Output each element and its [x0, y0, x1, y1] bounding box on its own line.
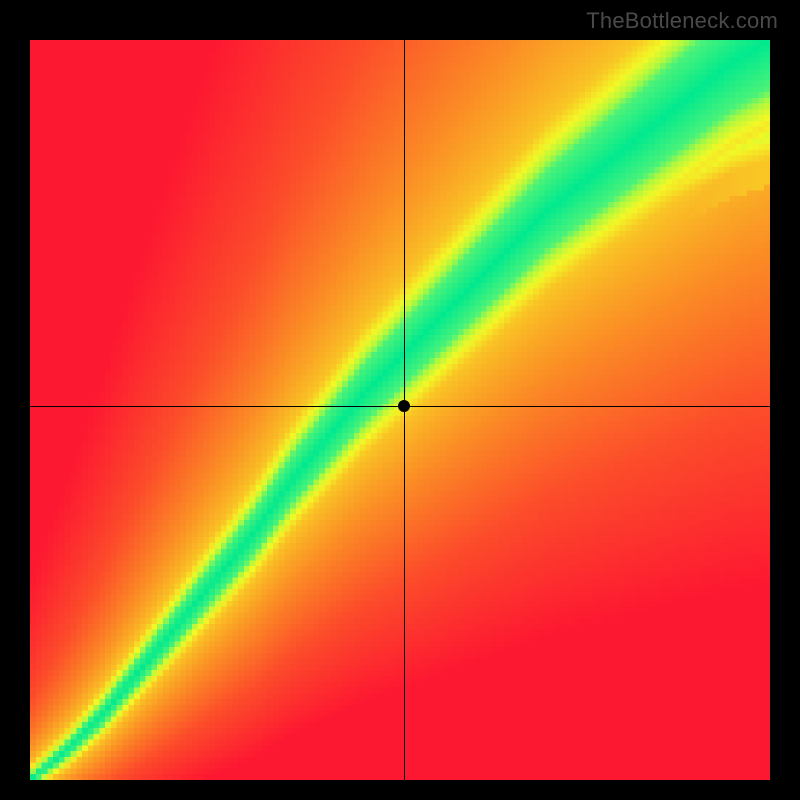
heatmap-plot — [30, 40, 770, 780]
watermark-text: TheBottleneck.com — [586, 8, 778, 34]
selection-marker[interactable] — [398, 400, 410, 412]
